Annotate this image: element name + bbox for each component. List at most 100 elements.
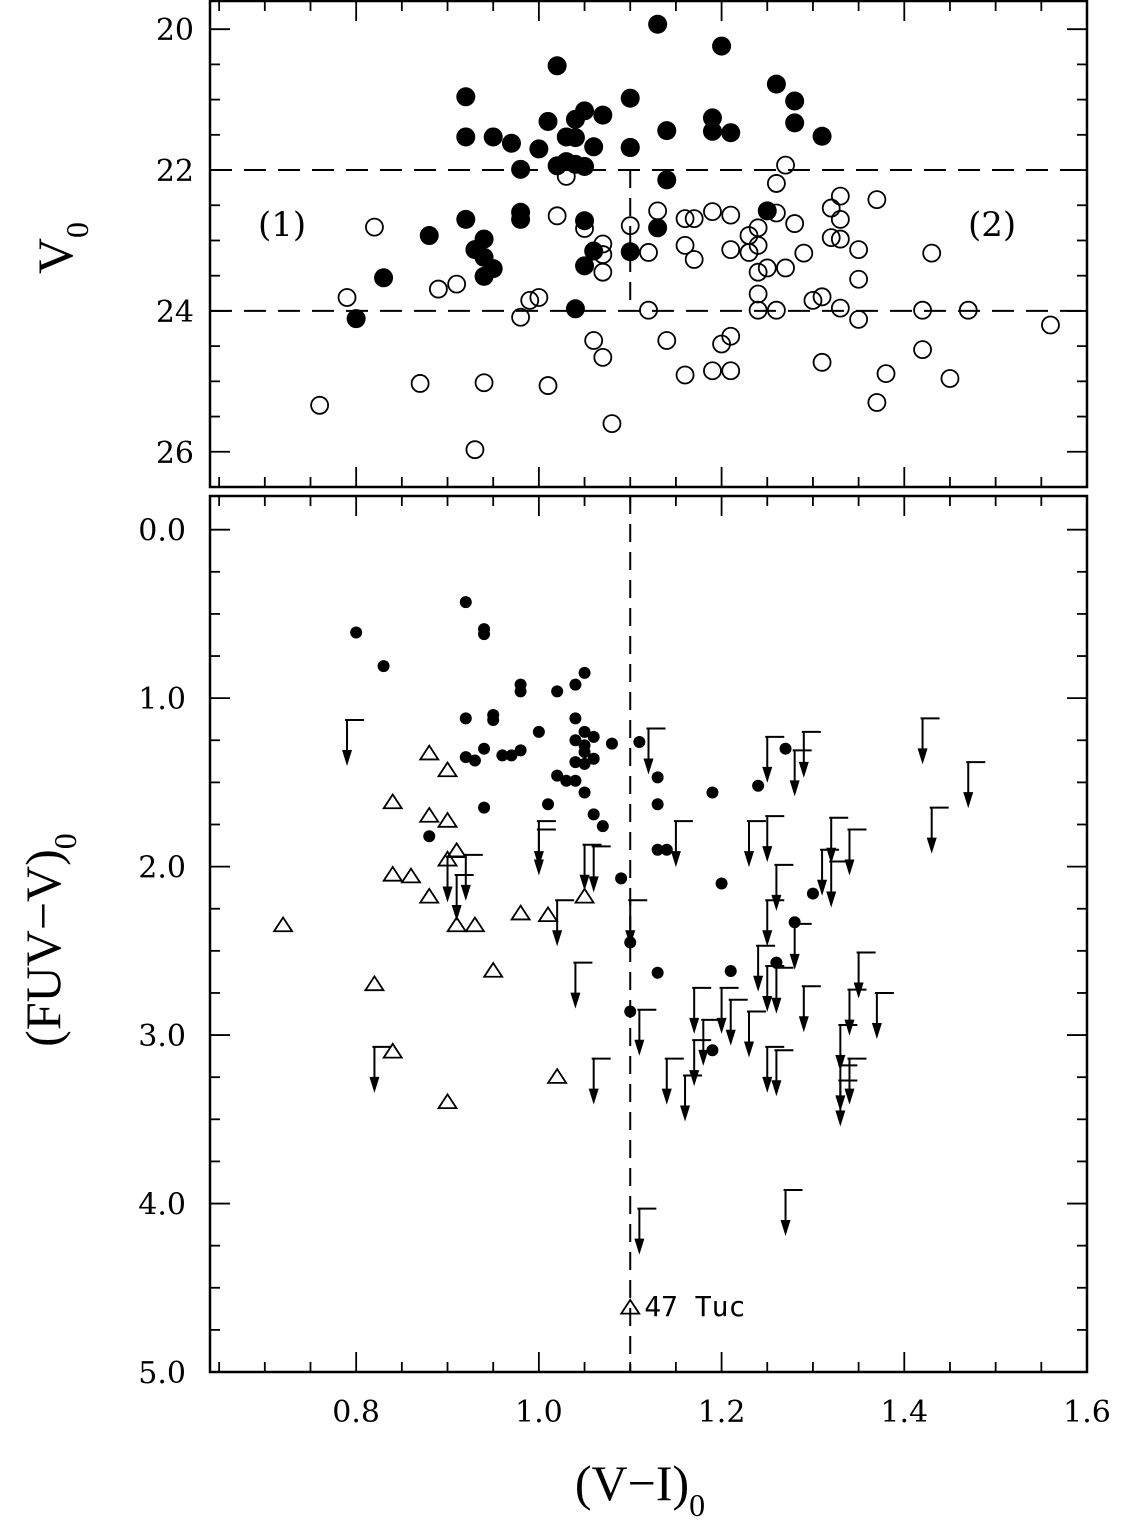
- upper-limit-marker: [871, 991, 894, 1039]
- data-point-filled: [785, 91, 805, 111]
- data-point-filled: [478, 801, 491, 814]
- top-y-axis-label: V0: [27, 222, 95, 274]
- data-point-open: [310, 395, 330, 415]
- data-point-open: [785, 214, 805, 233]
- top-panel: 20 22 24 26 (1) (2) V0: [27, 0, 1089, 489]
- data-point-open: [684, 250, 704, 269]
- bottom-panel-points: [272, 596, 986, 1255]
- data-point-filled: [377, 660, 390, 673]
- upper-limit-marker: [917, 717, 940, 765]
- data-point-filled: [547, 56, 567, 76]
- data-point-filled: [478, 742, 491, 755]
- data-point-filled: [560, 774, 573, 787]
- limit-arrowhead: [570, 992, 581, 1009]
- data-point-filled: [474, 266, 494, 286]
- data-point-filled: [620, 88, 640, 108]
- svg-text:(V−I)0: (V−I)0: [575, 1455, 705, 1523]
- data-point-filled: [529, 139, 549, 159]
- reference-47tuc-label: 47 Tuc: [644, 1290, 745, 1323]
- data-point-open: [748, 284, 768, 304]
- limit-arrowhead: [689, 1070, 700, 1087]
- data-point-filled: [812, 126, 832, 146]
- data-point-filled: [511, 209, 531, 229]
- upper-limit-marker: [762, 965, 785, 1013]
- data-point-filled: [648, 14, 668, 34]
- data-point-triangle: [573, 887, 596, 904]
- data-point-filled: [511, 159, 531, 179]
- data-point-filled: [468, 754, 481, 767]
- y-tick-label: 5.0: [138, 1356, 186, 1391]
- data-point-open: [648, 201, 668, 221]
- bottom-panel: 0.0 1.0 2.0 3.0 4.0 5.0 0.8 1.0 1.2 1.4 1.6 47 Tuc…: [15, 494, 1111, 1523]
- upper-limit-marker: [762, 1045, 785, 1093]
- bottom-panel-ticks: [210, 496, 1088, 1372]
- data-point-open: [703, 361, 722, 381]
- data-point-filled: [483, 127, 503, 147]
- top-panel-guides: [210, 169, 1087, 312]
- data-point-open: [428, 279, 448, 299]
- data-point-open: [712, 334, 731, 354]
- data-point-filled: [459, 596, 472, 609]
- upper-limit-marker: [789, 922, 812, 970]
- upper-limit-marker: [835, 1079, 858, 1127]
- data-point-open: [913, 300, 932, 320]
- data-point-open: [776, 258, 795, 278]
- limit-arrowhead: [844, 859, 855, 876]
- limit-arrowhead: [826, 891, 837, 908]
- limit-arrowhead: [634, 1039, 645, 1056]
- data-point-filled: [575, 256, 595, 276]
- data-point-open: [547, 206, 567, 226]
- data-point-filled: [569, 756, 582, 769]
- limit-arrowhead: [771, 1080, 782, 1097]
- data-point-filled: [593, 105, 613, 125]
- limit-arrowhead: [789, 953, 800, 970]
- data-point-open: [812, 287, 832, 307]
- data-point-filled: [514, 685, 527, 698]
- data-point-open: [776, 155, 795, 175]
- reference-47tuc-marker: [619, 1298, 641, 1315]
- data-point-open: [830, 209, 850, 229]
- limit-arrowhead: [762, 1076, 773, 1093]
- upper-limit-marker: [771, 863, 794, 911]
- upper-limit-marker: [625, 899, 648, 947]
- data-point-filled: [702, 108, 722, 128]
- data-point-triangle: [436, 811, 459, 828]
- data-point-filled: [565, 128, 585, 148]
- upper-limit-marker: [588, 845, 611, 893]
- upper-limit-marker: [460, 853, 483, 901]
- data-point-filled: [569, 774, 582, 787]
- limit-arrowhead: [844, 1088, 855, 1105]
- data-point-filled: [374, 268, 394, 288]
- data-point-filled: [596, 820, 609, 833]
- data-point-open: [748, 262, 768, 282]
- x-tick-label: 1.2: [698, 1395, 746, 1430]
- data-point-filled: [505, 749, 518, 762]
- data-point-filled: [578, 757, 591, 770]
- bottom-panel-frame: [208, 494, 1089, 1374]
- limit-arrowhead: [926, 837, 937, 854]
- data-point-open: [337, 288, 357, 307]
- data-point-filled: [587, 752, 600, 765]
- upper-limit-marker: [798, 985, 821, 1033]
- data-point-open: [766, 300, 786, 320]
- limit-arrowhead: [698, 1049, 709, 1066]
- upper-limit-marker: [689, 1039, 712, 1087]
- upper-limit-marker: [771, 1049, 794, 1097]
- data-point-open: [748, 300, 768, 320]
- data-point-filled: [569, 678, 582, 691]
- limit-arrowhead: [917, 748, 928, 765]
- data-point-filled: [651, 771, 664, 784]
- data-point-filled: [660, 843, 673, 856]
- data-point-open: [830, 186, 850, 206]
- data-point-open: [922, 243, 942, 263]
- xlabel-sub: 0: [689, 1487, 705, 1523]
- upper-limit-marker: [689, 986, 712, 1034]
- xlabel-main: (V−I): [575, 1455, 689, 1511]
- data-point-filled: [565, 109, 585, 129]
- data-point-open: [876, 364, 896, 384]
- limit-arrowhead: [588, 1088, 599, 1105]
- upper-limit-marker: [853, 951, 876, 999]
- data-point-filled: [587, 808, 600, 821]
- data-point-open: [940, 369, 960, 388]
